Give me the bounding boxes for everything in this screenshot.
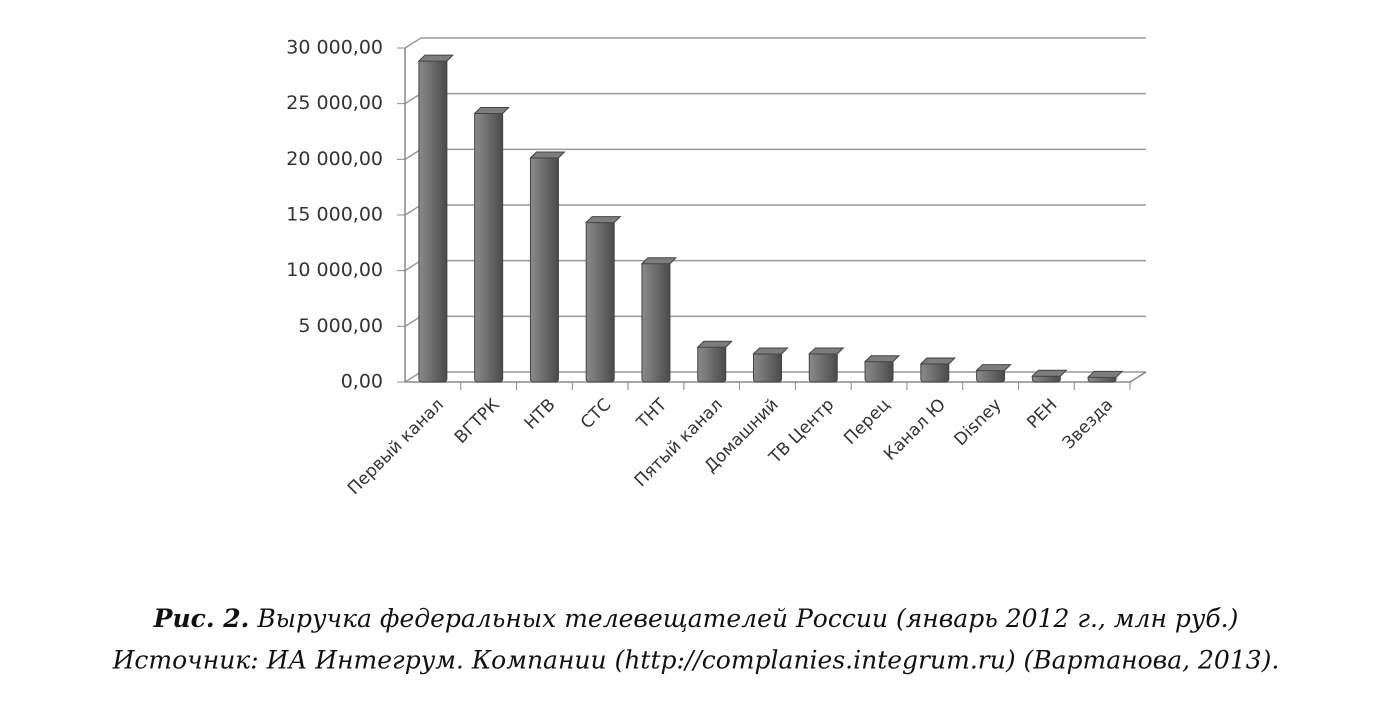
bar-top <box>584 216 622 224</box>
bar-top <box>808 347 845 355</box>
bar <box>529 155 559 383</box>
y-tick-label: 15 000,00 <box>286 204 383 226</box>
bar-top <box>1031 369 1068 377</box>
bar <box>418 58 448 383</box>
y-tick-label: 5 000,00 <box>298 315 383 337</box>
x-tick-label: Перец <box>840 395 894 449</box>
bar-top <box>529 151 566 159</box>
grid-line <box>404 315 1146 327</box>
x-tick-label: НТВ <box>521 395 560 434</box>
bar <box>697 344 727 383</box>
bar <box>864 359 894 383</box>
bar-top <box>863 355 901 363</box>
bar <box>920 361 950 383</box>
bar <box>474 110 504 383</box>
bar <box>753 351 782 383</box>
bar-top <box>417 54 455 62</box>
x-tick-label: Канал Ю <box>880 395 950 465</box>
bar-top <box>640 257 678 265</box>
bar <box>641 261 671 383</box>
grid-line <box>404 148 1146 160</box>
x-tick-label: Звезда <box>1059 395 1117 453</box>
y-tick-label: 20 000,00 <box>286 148 383 170</box>
bar <box>808 351 838 383</box>
grid-line <box>404 259 1146 272</box>
x-tick-label: ВГТРК <box>451 395 504 448</box>
bar-top <box>919 357 957 365</box>
y-tick-label: 10 000,00 <box>286 259 383 281</box>
bar-top <box>696 340 733 348</box>
bar <box>585 220 615 383</box>
caption-line: Рис. 2. Выручка федеральных телевещателе… <box>153 604 1239 633</box>
x-tick-label: СТС <box>577 395 615 433</box>
y-tick-label: 25 000,00 <box>286 92 383 114</box>
bar-top <box>752 347 789 355</box>
x-tick-label: Первый канал <box>344 395 448 499</box>
grid-line <box>404 204 1146 216</box>
grid-line <box>404 37 1146 49</box>
bar-top <box>473 106 510 114</box>
x-tick-label: Disney <box>951 395 1006 450</box>
caption-title: Выручка федеральных телевещателей России… <box>256 604 1238 633</box>
figure-label: Рис. 2. <box>153 604 250 633</box>
caption-source: Источник: ИА Интегрум. Компании (http://… <box>112 646 1280 675</box>
grid-line <box>404 92 1146 105</box>
y-tick-label: 30 000,00 <box>286 37 383 59</box>
x-tick-label: ТНТ <box>632 395 671 434</box>
y-tick-label: 0,00 <box>341 371 383 393</box>
bar-top <box>975 364 1012 372</box>
bar-top <box>1086 370 1124 378</box>
x-tick-label: РЕН <box>1023 395 1061 433</box>
